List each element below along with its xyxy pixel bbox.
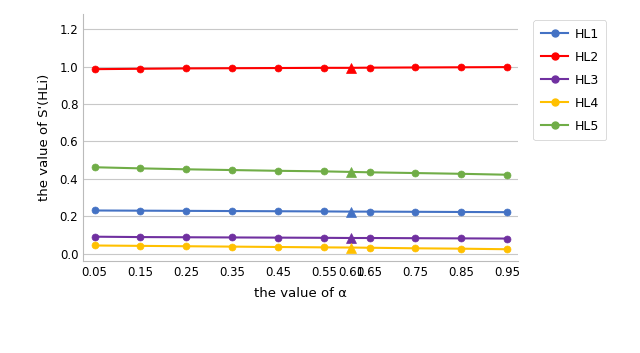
Y-axis label: the value of S'(HLi): the value of S'(HLi): [38, 74, 51, 201]
Legend: HL1, HL2, HL3, HL4, HL5: HL1, HL2, HL3, HL4, HL5: [533, 20, 607, 140]
X-axis label: the value of α: the value of α: [254, 287, 348, 300]
